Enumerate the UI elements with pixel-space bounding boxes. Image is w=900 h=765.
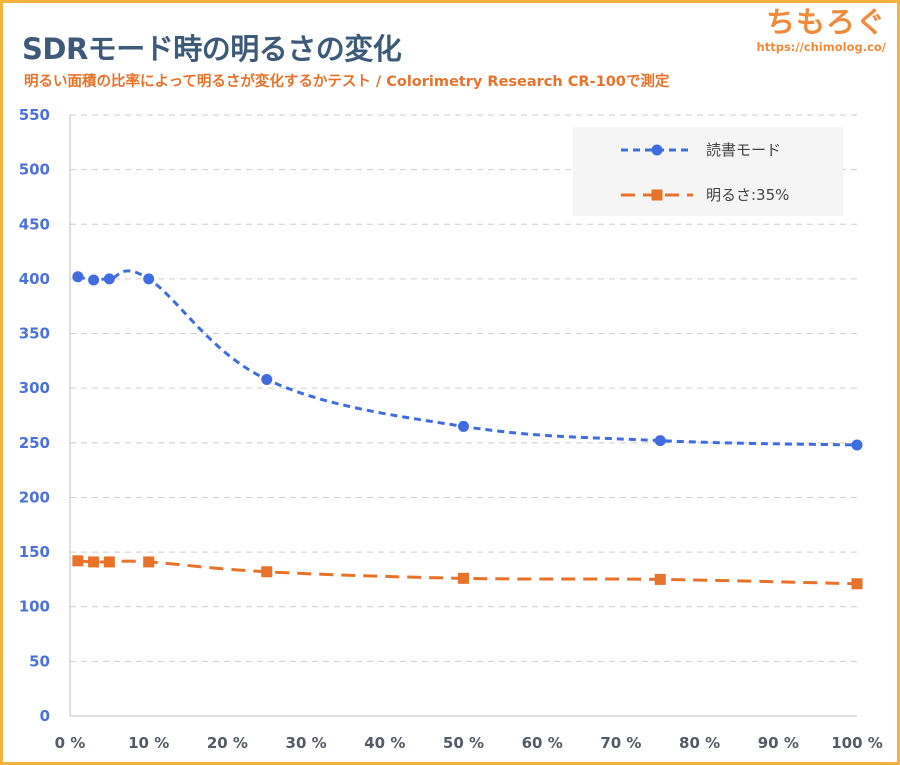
data-point — [261, 566, 273, 578]
data-point — [654, 573, 666, 585]
y-tick-label: 350 — [19, 325, 50, 343]
data-point — [88, 274, 100, 286]
chart-title: SDRモード時の明るさの変化 — [22, 32, 402, 66]
x-tick-label: 80 % — [679, 734, 720, 752]
y-tick-label: 100 — [19, 598, 50, 616]
data-point — [103, 273, 115, 285]
data-point — [72, 555, 84, 567]
x-axis-ticks: 0 % 10 % 20 % 30 % 40 % 50 % 60 % 70 % 80 % 90 % 1… — [55, 734, 883, 752]
data-point — [143, 273, 155, 285]
y-tick-label: 250 — [19, 434, 50, 452]
brand-name: ちもろぐ — [765, 5, 886, 39]
data-point — [654, 435, 666, 447]
y-axis-ticks: 0 50 100 150 200 250 300 350 400 450 500 550 — [19, 106, 50, 725]
y-tick-label: 0 — [40, 707, 50, 725]
x-tick-label: 0 % — [55, 734, 86, 752]
x-tick-label: 50 % — [443, 734, 484, 752]
data-point — [458, 420, 469, 432]
y-tick-label: 50 — [29, 652, 50, 670]
data-point — [103, 556, 115, 568]
y-tick-label: 500 — [19, 161, 50, 179]
legend-marker — [651, 189, 663, 201]
data-point — [458, 572, 469, 584]
chart-subtitle: 明るい面積の比率によって明るさが変化するかテスト / Colorimetry R… — [24, 74, 670, 90]
x-tick-label: 30 % — [286, 734, 327, 752]
y-tick-label: 400 — [19, 270, 50, 288]
x-tick-label: 40 % — [364, 734, 405, 752]
y-tick-label: 200 — [19, 488, 50, 506]
x-tick-label: 60 % — [522, 734, 563, 752]
series-line-2 — [77, 559, 858, 586]
series-line-1 — [77, 269, 858, 447]
data-point — [261, 373, 273, 385]
x-tick-label: 70 % — [600, 734, 641, 752]
y-tick-label: 150 — [19, 543, 50, 561]
legend-label: 読書モード — [706, 141, 781, 159]
x-tick-label: 20 % — [207, 734, 248, 752]
data-point — [88, 556, 100, 568]
data-point — [143, 556, 155, 568]
brand-url: https://chimolog.co/ — [756, 40, 886, 54]
data-point — [851, 439, 863, 451]
x-tick-label: 100 % — [831, 734, 883, 752]
data-point — [72, 271, 84, 283]
y-tick-label: 450 — [19, 215, 50, 233]
legend-label: 明るさ:35% — [706, 186, 789, 204]
y-tick-label: 550 — [19, 106, 50, 124]
series-group — [72, 269, 863, 590]
legend-box — [573, 127, 843, 216]
y-tick-label: 300 — [19, 379, 50, 397]
brand-logo: ちもろぐ https://chimolog.co/ — [757, 4, 886, 54]
x-tick-label: 90 % — [758, 734, 799, 752]
x-tick-label: 10 % — [128, 734, 169, 752]
legend-marker — [651, 144, 663, 156]
axes — [69, 115, 857, 717]
data-point — [851, 578, 863, 590]
